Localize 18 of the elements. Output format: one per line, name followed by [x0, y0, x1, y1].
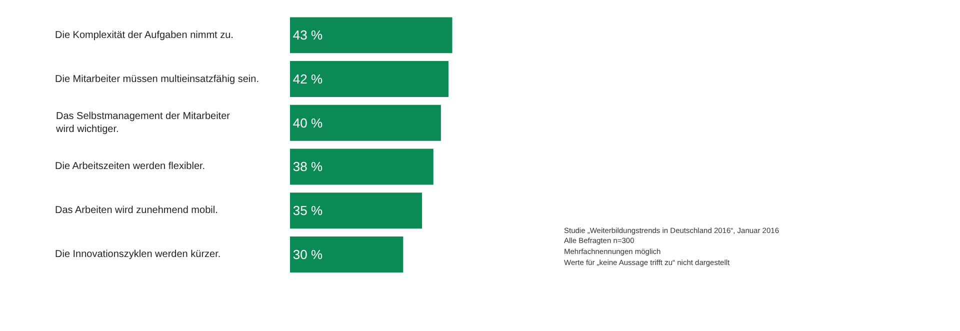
bar — [290, 61, 448, 98]
bar — [290, 17, 452, 54]
bar — [290, 148, 434, 185]
y-tick-label: Die Komplexität der Aufgaben nimmt zu. — [55, 30, 234, 41]
data-label: 30 % — [292, 246, 323, 262]
data-label: 43 % — [292, 28, 323, 43]
data-label: 40 % — [292, 115, 323, 130]
bar — [290, 104, 441, 141]
bar — [290, 236, 404, 272]
bar — [290, 192, 422, 229]
data-label: 38 % — [292, 159, 323, 174]
y-tick-label: Das Selbstmanagement der Mitarbeiter wird wichtiger. — [55, 111, 231, 135]
data-label: 42 % — [292, 72, 323, 87]
y-tick-label: Die Arbeitszeiten werden flexibler. — [55, 161, 206, 172]
y-tick-label: Das Arbeiten wird zunehmend mobil. — [55, 205, 218, 216]
y-tick-label: Die Innovationszyklen werden kürzer. — [55, 249, 221, 260]
y-tick-label: Die Mitarbeiter müssen multieinsatzfähig sein. — [55, 74, 259, 85]
data-label: 35 % — [292, 203, 323, 218]
